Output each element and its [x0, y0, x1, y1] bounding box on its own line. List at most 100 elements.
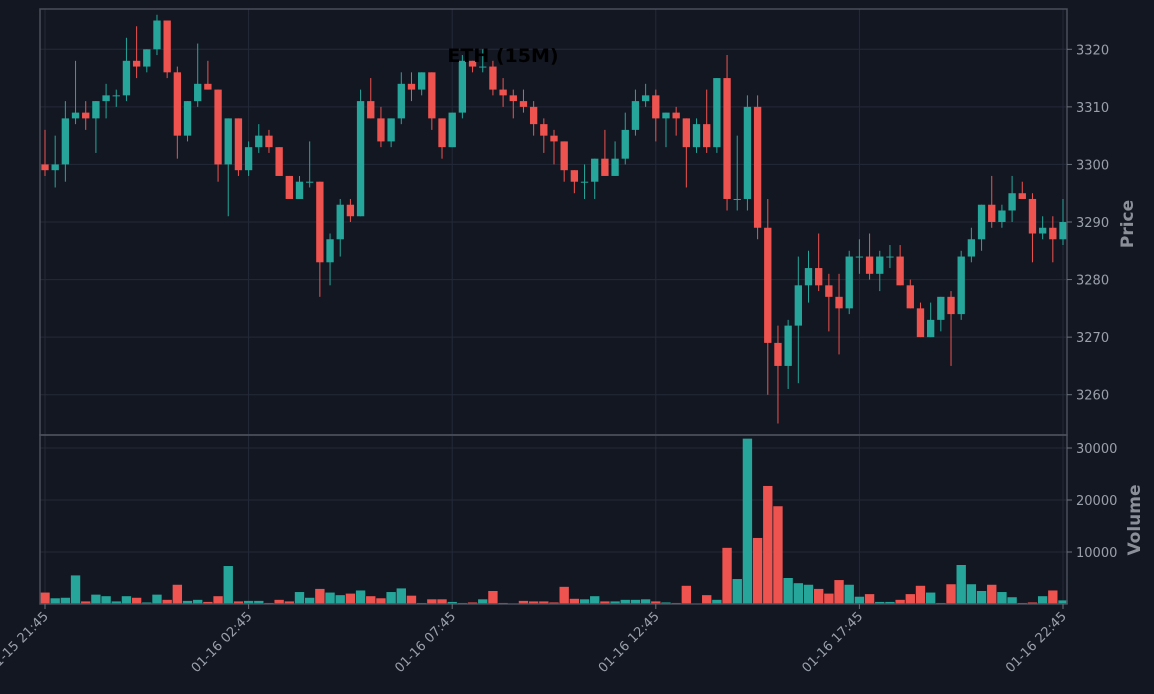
candle-body [255, 135, 263, 148]
candle-body [71, 112, 80, 119]
volume-bar [579, 599, 590, 604]
candle-body [489, 66, 497, 90]
volume-bar [1037, 596, 1048, 604]
candle-body [855, 256, 864, 258]
volume-bar [131, 597, 142, 604]
time-tick-label: 01-15 21:45 [0, 609, 52, 676]
price-tick-label: 3290 [1076, 216, 1109, 231]
volume-bar [590, 596, 600, 604]
candle-body [916, 308, 925, 338]
volume-tick-label: 10000 [1076, 546, 1117, 561]
candle-body [682, 118, 691, 148]
volume-bar [386, 592, 396, 604]
volume-bar [152, 594, 162, 604]
volume-bar [987, 584, 997, 604]
volume-bar [844, 584, 854, 604]
volume-panel-frame [39, 434, 1068, 605]
volume-bar [722, 547, 732, 604]
candle-body [652, 95, 660, 119]
volume-bar [559, 586, 569, 604]
volume-bar [172, 584, 183, 604]
candle-body [132, 60, 141, 67]
volume-bar [203, 601, 213, 604]
candle-body [906, 285, 914, 309]
volume-bar [254, 600, 264, 604]
volume-bar [1048, 590, 1058, 604]
candle-body [143, 49, 151, 67]
volume-bar [600, 601, 610, 604]
volume-bar [834, 580, 844, 604]
candle-body [194, 83, 202, 102]
volume-bar [630, 599, 641, 604]
volume-bar [91, 594, 101, 604]
candle-body [122, 60, 131, 96]
candle-body [540, 124, 548, 136]
volume-tick-label: 20000 [1076, 494, 1117, 509]
candle-body [468, 60, 477, 67]
volume-bar [1027, 602, 1038, 604]
volume-bar [478, 599, 488, 604]
candle-body [41, 164, 49, 171]
candle-body [336, 204, 344, 240]
candle-body [112, 95, 120, 97]
candle-body [346, 204, 355, 217]
volume-bar [325, 592, 335, 604]
candle-body [611, 158, 619, 176]
volume-bar [70, 575, 81, 604]
candle-body [703, 124, 711, 148]
volume-bar [864, 594, 875, 604]
volume-bar [528, 601, 539, 604]
candle-body [753, 106, 762, 228]
volume-axis-label: Volume [1125, 484, 1145, 555]
candle-body [845, 256, 853, 309]
candle-body [92, 101, 100, 119]
candle-body [804, 268, 813, 286]
volume-bar [661, 602, 671, 604]
candle-body [886, 256, 894, 258]
candle-body [407, 83, 416, 90]
candle-body [326, 239, 334, 263]
volume-bar [40, 592, 50, 604]
candle-body [1008, 193, 1016, 211]
candle-body [794, 285, 802, 326]
volume-bar [793, 583, 804, 604]
candle-body [397, 83, 405, 119]
price-axis-label: Price [1118, 200, 1138, 248]
candle-body [570, 170, 579, 182]
candle-body [988, 204, 996, 222]
candle-body [865, 256, 874, 274]
volume-bar [966, 584, 977, 604]
volume-bar [243, 600, 254, 604]
candle-body [692, 124, 701, 148]
candle-body [662, 112, 670, 119]
candle-body [580, 181, 589, 183]
candle-body [774, 342, 782, 366]
volume-bar [81, 601, 91, 604]
volume-bar [946, 584, 956, 604]
volume-bar [335, 595, 345, 604]
time-tick-label: 01-16 12:45 [596, 609, 663, 676]
candle-body [591, 158, 599, 182]
volume-bar [681, 585, 692, 604]
volume-bar [651, 601, 661, 604]
candle-body [947, 296, 955, 315]
volume-bar [406, 595, 417, 604]
candle-body [448, 112, 456, 148]
time-tick-label: 01-16 02:45 [189, 609, 256, 676]
candle-body [285, 175, 293, 199]
candle-body [102, 95, 110, 102]
candle-body [438, 118, 446, 148]
candle-body [367, 101, 375, 119]
volume-bar [193, 599, 203, 604]
candle-body [153, 20, 161, 50]
volume-bar [345, 593, 356, 604]
volume-bar [518, 600, 529, 604]
volume-bar [376, 598, 386, 604]
candle-body [306, 181, 314, 183]
candle-body [560, 141, 568, 171]
volume-bar [773, 506, 783, 604]
volume-bar [162, 599, 172, 604]
price-tick-label: 3270 [1076, 331, 1109, 346]
candle-body [214, 89, 222, 165]
candle-body [631, 101, 640, 130]
